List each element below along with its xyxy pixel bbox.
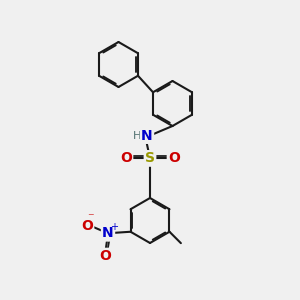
Text: H: H bbox=[133, 130, 141, 141]
Text: O: O bbox=[99, 249, 111, 263]
Text: S: S bbox=[145, 152, 155, 165]
Text: O: O bbox=[81, 219, 93, 233]
Text: ⁻: ⁻ bbox=[88, 211, 94, 224]
Text: +: + bbox=[110, 222, 118, 232]
Text: O: O bbox=[168, 151, 180, 165]
Text: O: O bbox=[120, 151, 132, 165]
Text: N: N bbox=[102, 226, 114, 240]
Text: N: N bbox=[141, 129, 153, 142]
